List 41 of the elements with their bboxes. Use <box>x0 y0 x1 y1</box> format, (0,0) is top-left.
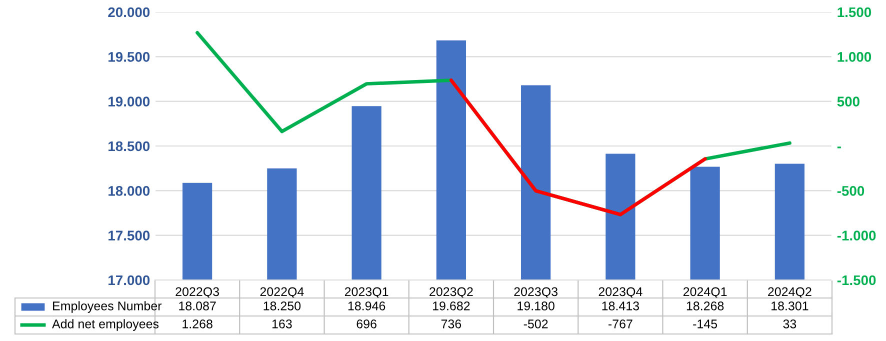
x-tick-label: 2022Q3 <box>176 287 220 298</box>
data-label: 18.268 <box>686 302 724 310</box>
y2-tick-label: 500 <box>837 96 860 107</box>
y2-tick-label: - <box>837 146 841 148</box>
y2-tick-label: -500 <box>837 186 864 196</box>
x-tick-label: 2023Q3 <box>514 287 558 298</box>
data-label: -145 <box>693 320 718 328</box>
x-tick-label: 2024Q1 <box>683 287 727 298</box>
data-label: 1.268 <box>182 320 212 328</box>
y-tick-label: 19.000 <box>108 96 150 107</box>
data-label: 33 <box>783 320 796 328</box>
data-label: -767 <box>608 320 632 328</box>
data-label: 696 <box>356 320 376 328</box>
y-tick-label: 18.500 <box>108 141 150 152</box>
x-tick-label: 2024Q2 <box>768 287 812 298</box>
data-label: 19.180 <box>518 302 554 310</box>
x-tick-label: 2022Q4 <box>260 287 304 298</box>
x-tick-label: 2023Q4 <box>598 287 642 298</box>
data-label: 18.413 <box>602 302 640 310</box>
data-label: 18.946 <box>348 302 386 310</box>
x-tick-label: 2023Q2 <box>430 287 473 298</box>
data-label: 18.301 <box>772 302 808 310</box>
y-tick-label: 17.000 <box>108 275 150 286</box>
y2-tick-label: 1.000 <box>838 52 872 62</box>
line-series <box>449 78 707 216</box>
y2-tick-label: 1.500 <box>838 7 872 18</box>
y-tick-label: 18.000 <box>108 186 150 196</box>
data-label: -502 <box>524 320 548 328</box>
data-label: 19.682 <box>433 302 470 310</box>
y2-tick-label: -1.000 <box>837 230 876 241</box>
legend-label: Add net employees <box>52 319 159 331</box>
data-label: 18.087 <box>179 302 216 310</box>
legend-label: Employees Number <box>53 301 162 313</box>
data-label: 163 <box>272 320 292 328</box>
y2-tick-label: -1.500 <box>837 275 876 286</box>
x-tick-label: 2023Q1 <box>344 287 388 298</box>
data-label: 18.250 <box>264 302 301 310</box>
data-label: 736 <box>441 320 462 328</box>
y-tick-label: 17.500 <box>108 230 150 241</box>
y-tick-label: 19.500 <box>108 52 150 62</box>
y-tick-label: 20.000 <box>108 7 150 18</box>
